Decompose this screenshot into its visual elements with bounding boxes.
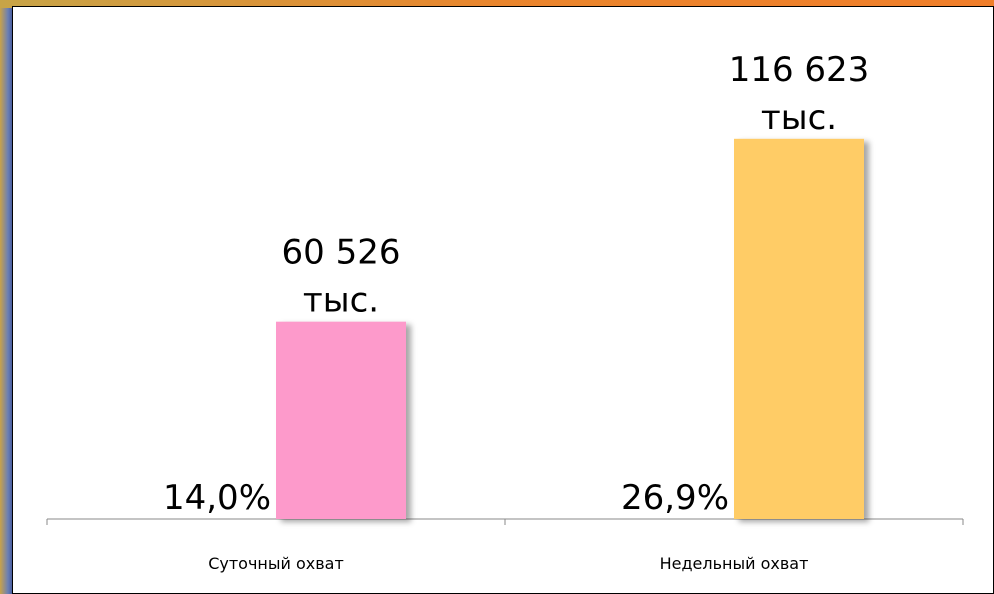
value-label: 116 623 [729, 50, 870, 90]
share-label: 14,0% [163, 478, 271, 518]
share-label: 26,9% [621, 478, 729, 518]
frame-top [0, 0, 994, 8]
value-label: тыс. [761, 98, 837, 138]
value-label: тыс. [303, 281, 379, 321]
bar [734, 138, 864, 519]
bar [276, 321, 406, 519]
x-tick-label: Суточный охват [208, 554, 344, 573]
value-label: 60 526 [282, 233, 401, 273]
x-tick-label: Недельный охват [660, 554, 809, 573]
